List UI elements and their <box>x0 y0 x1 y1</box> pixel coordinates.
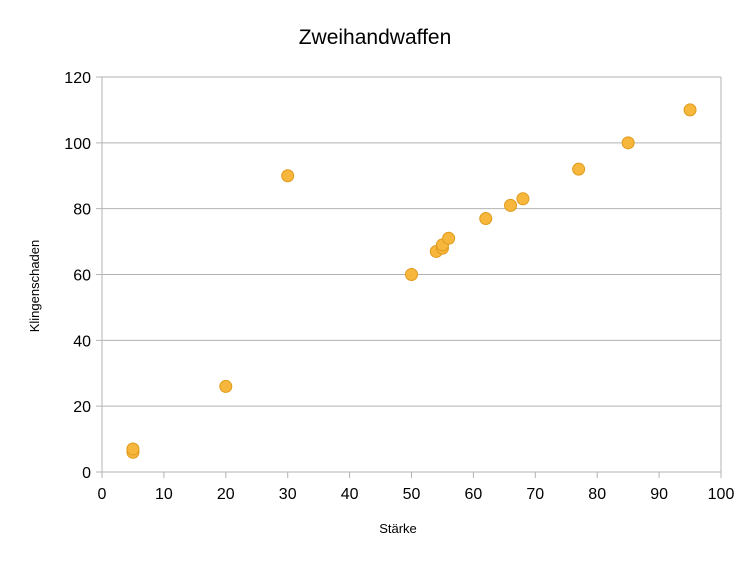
y-tick-label: 0 <box>82 465 91 482</box>
x-tick-label: 0 <box>98 486 107 503</box>
grid-lines <box>96 76 721 473</box>
data-point <box>479 212 493 226</box>
x-tick-label: 90 <box>650 486 668 503</box>
x-tick-label: 50 <box>403 486 421 503</box>
axes <box>101 77 722 478</box>
x-axis-title: Stärke <box>379 521 417 536</box>
y-tick-label: 80 <box>73 202 91 219</box>
x-tick-label: 80 <box>588 486 606 503</box>
x-tick-label: 30 <box>279 486 297 503</box>
data-point <box>516 192 530 206</box>
y-tick-label: 100 <box>64 136 91 153</box>
y-tick-label: 120 <box>64 70 91 87</box>
data-point <box>405 268 418 281</box>
data-point <box>281 169 295 183</box>
y-tick-label: 20 <box>73 399 91 416</box>
data-point <box>442 231 456 245</box>
y-tick-label: 60 <box>73 268 91 285</box>
data-points <box>126 103 697 459</box>
data-point <box>683 103 697 117</box>
x-axis-tick-labels: 0 10 20 30 40 50 60 70 80 90 100 <box>98 486 735 503</box>
data-point <box>504 198 518 212</box>
x-tick-label: 60 <box>465 486 483 503</box>
y-tick-label: 40 <box>73 333 91 350</box>
data-point <box>219 379 233 393</box>
data-point <box>621 136 635 150</box>
data-point <box>572 162 586 176</box>
data-point <box>126 442 140 456</box>
x-tick-label: 70 <box>526 486 544 503</box>
x-tick-label: 20 <box>217 486 235 503</box>
x-tick-label: 10 <box>155 486 173 503</box>
x-tick-label: 40 <box>341 486 359 503</box>
chart-title: Zweihandwaffen <box>299 26 452 49</box>
x-tick-label: 100 <box>708 486 735 503</box>
y-axis-tick-labels: 0 20 40 60 80 100 120 <box>64 70 91 482</box>
y-axis-title: Klingenschaden <box>27 240 42 333</box>
